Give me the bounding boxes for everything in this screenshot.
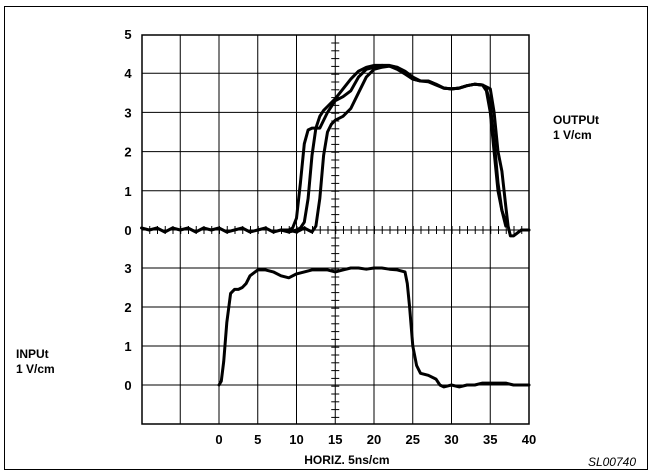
input-y-tick-label: 2 xyxy=(124,300,131,315)
x-tick-label: 30 xyxy=(444,432,458,447)
output-axis-label: OUTPUt xyxy=(553,113,599,127)
output-axis-label: 1 V/cm xyxy=(553,128,592,142)
output-y-tick-label: 3 xyxy=(124,105,131,120)
x-tick-label: 10 xyxy=(289,432,303,447)
input-axis-label: INPUt xyxy=(16,347,49,361)
x-tick-label: 5 xyxy=(254,432,261,447)
x-tick-label: 0 xyxy=(215,432,222,447)
output-y-tick-label: 1 xyxy=(124,184,131,199)
x-tick-label: 35 xyxy=(483,432,497,447)
x-tick-label: 15 xyxy=(328,432,342,447)
input-y-tick-label: 3 xyxy=(124,261,131,276)
output-y-tick-label: 2 xyxy=(124,145,131,160)
x-axis-label: HORIZ. 5ns/cm xyxy=(304,453,389,467)
output-trace-3 xyxy=(279,64,508,234)
output-trace-2 xyxy=(279,63,508,234)
input-y-tick-label: 1 xyxy=(124,339,131,354)
input-y-tick-label: 0 xyxy=(124,378,131,393)
x-tick-label: 25 xyxy=(406,432,420,447)
input-axis-label: 1 V/cm xyxy=(16,362,55,376)
output-y-tick-label: 5 xyxy=(124,27,131,42)
figure-code-annotation: SL00740 xyxy=(588,455,636,469)
figure-frame xyxy=(4,6,648,470)
x-tick-label: 20 xyxy=(367,432,381,447)
output-y-tick-label: 0 xyxy=(124,223,131,238)
output-y-tick-label: 4 xyxy=(124,66,132,81)
input-trace-1 xyxy=(217,266,531,389)
x-tick-label: 40 xyxy=(522,432,536,447)
